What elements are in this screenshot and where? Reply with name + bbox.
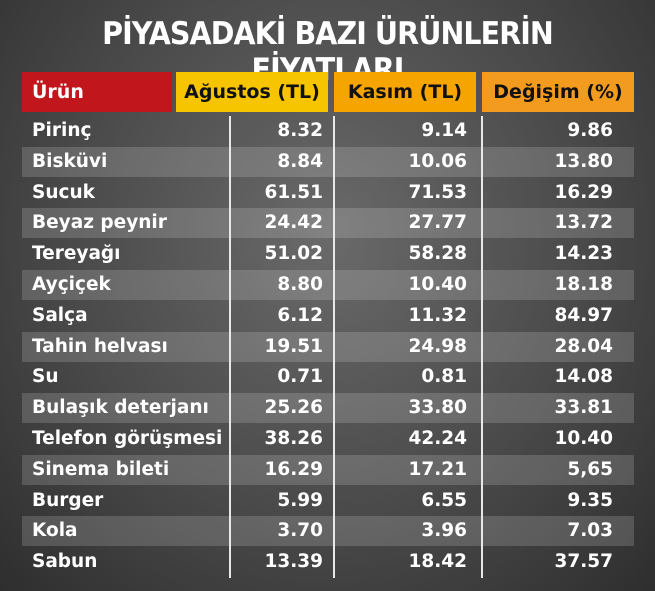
column-divider: [333, 116, 335, 578]
price-value: 8.32: [277, 120, 323, 141]
price-value: 0.81: [421, 366, 467, 388]
price-value: 71.53: [408, 181, 467, 203]
price-value: 9.86: [567, 120, 613, 141]
price-value: 11.32: [408, 304, 467, 326]
price-value: 14.08: [554, 366, 613, 388]
product-name: Pirinç: [32, 120, 92, 141]
row-band: [22, 208, 634, 239]
price-value: 18.18: [554, 274, 613, 295]
price-value: 42.24: [408, 428, 467, 449]
product-name: Su: [32, 366, 59, 388]
price-value: 8.84: [277, 150, 323, 172]
column-divider: [481, 116, 483, 578]
price-value: 18.42: [408, 551, 467, 573]
product-name: Tereyağı: [32, 243, 121, 265]
price-value: 7.03: [567, 520, 613, 542]
price-value: 9.35: [567, 489, 613, 511]
product-name: Tahin helvası: [32, 335, 168, 357]
product-name: Sabun: [32, 551, 98, 573]
title: PİYASADAKİ BAZI ÜRÜNLERİN FİYATLARI: [102, 16, 554, 88]
price-value: 3.96: [421, 520, 467, 542]
price-value: 58.28: [408, 243, 467, 265]
product-name: Sucuk: [32, 181, 95, 203]
product-name: Burger: [32, 489, 104, 511]
price-value: 24.98: [408, 335, 467, 357]
product-name: Salça: [32, 304, 88, 326]
price-value: 13.39: [264, 551, 323, 573]
price-value: 33.81: [554, 397, 613, 419]
price-value: 84.97: [554, 304, 613, 326]
row-band: [22, 331, 634, 362]
column-divider: [229, 116, 231, 578]
price-value: 0.71: [277, 366, 323, 388]
price-value: 19.51: [264, 335, 323, 357]
price-value: 24.42: [264, 212, 323, 234]
price-value: 10.06: [408, 150, 467, 172]
price-value: 5.99: [277, 489, 323, 511]
price-value: 13.72: [554, 212, 613, 234]
price-value: 5,65: [567, 458, 613, 480]
row-band: [22, 393, 634, 424]
price-value: 6.12: [277, 304, 323, 326]
price-value: 37.57: [554, 551, 613, 573]
price-value: 10.40: [554, 428, 613, 449]
header-cell: Değişim (%): [482, 72, 634, 112]
price-value: 25.26: [264, 397, 323, 419]
price-value: 33.80: [408, 397, 467, 419]
row-band: [22, 270, 634, 300]
product-name: Bulaşık deterjanı: [32, 397, 209, 419]
header-cell: Ağustos (TL): [176, 72, 328, 112]
price-value: 14.23: [554, 243, 613, 265]
row-band: [22, 146, 634, 177]
price-value: 13.80: [554, 150, 613, 172]
price-value: 8.80: [277, 274, 323, 295]
price-value: 38.26: [264, 428, 323, 449]
product-name: Sinema bileti: [32, 458, 170, 480]
header-cell: Ürün: [22, 72, 172, 112]
price-value: 3.70: [277, 520, 323, 542]
row-band: [22, 516, 634, 547]
price-value: 51.02: [264, 243, 323, 265]
price-value: 9.14: [421, 120, 467, 141]
price-value: 28.04: [554, 335, 613, 357]
product-name: Beyaz peynir: [32, 212, 167, 234]
product-name: Kola: [32, 520, 78, 542]
product-name: Ayçiçek: [32, 274, 111, 295]
product-name: Bisküvi: [32, 150, 108, 172]
price-value: 27.77: [408, 212, 467, 234]
price-value: 6.55: [421, 489, 467, 511]
price-value: 16.29: [264, 458, 323, 480]
price-value: 61.51: [264, 181, 323, 203]
header-cell: Kasım (TL): [334, 72, 476, 112]
price-value: 10.40: [408, 274, 467, 295]
price-value: 16.29: [554, 181, 613, 203]
product-name: Telefon görüşmesi: [32, 428, 223, 449]
row-band: [22, 454, 634, 485]
price-value: 17.21: [408, 458, 467, 480]
